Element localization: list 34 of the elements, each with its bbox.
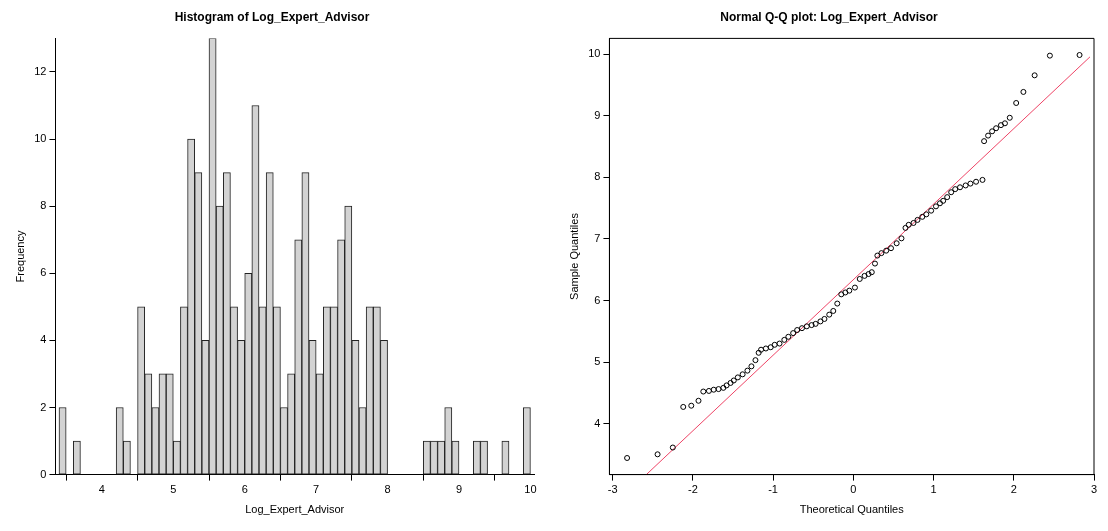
- y-tick-label: 6: [594, 293, 601, 306]
- x-tick-label: -1: [768, 483, 778, 496]
- y-tick-label: 8: [594, 170, 601, 183]
- y-tick-label: 6: [40, 266, 47, 279]
- x-axis-title: Theoretical Quantiles: [799, 503, 905, 516]
- x-tick-label: -3: [607, 483, 618, 496]
- x-tick-label: 4: [98, 483, 105, 496]
- x-tick-label: 3: [1090, 483, 1098, 496]
- x-tick-label: 5: [170, 483, 177, 496]
- x-tick-label: 1: [930, 483, 937, 496]
- y-tick-label: 9: [594, 108, 601, 121]
- x-tick-label: 2: [1010, 483, 1017, 496]
- x-tick-label: 6: [241, 483, 248, 496]
- x-tick-label: 8: [384, 483, 391, 496]
- y-tick-label: 10: [34, 132, 47, 145]
- y-tick-label: 12: [34, 64, 47, 77]
- x-tick-label: 9: [455, 483, 463, 496]
- x-axis-title: Log_Expert_Advisor: [245, 503, 345, 516]
- x-tick-label: -2: [687, 483, 698, 496]
- x-tick-label: 7: [313, 483, 320, 496]
- y-tick-label: 2: [40, 400, 47, 413]
- y-tick-label: 0: [40, 467, 47, 480]
- y-tick-label: 8: [40, 199, 47, 212]
- y-tick-label: 4: [594, 416, 601, 429]
- x-tick-label: 10: [524, 483, 537, 496]
- chart-title: Normal Q-Q plot: Log_Expert_Advisor: [720, 9, 939, 24]
- y-tick-label: 10: [588, 47, 601, 60]
- y-tick-label: 4: [40, 333, 47, 346]
- y-axis-title: Sample Quantiles: [567, 212, 580, 300]
- y-tick-label: 7: [594, 232, 601, 244]
- y-axis-title: Frequency: [13, 230, 26, 283]
- x-tick-label: 0: [850, 483, 857, 496]
- y-tick-label: 5: [594, 355, 601, 368]
- chart-title: Histogram of Log_Expert_Advisor: [174, 9, 370, 24]
